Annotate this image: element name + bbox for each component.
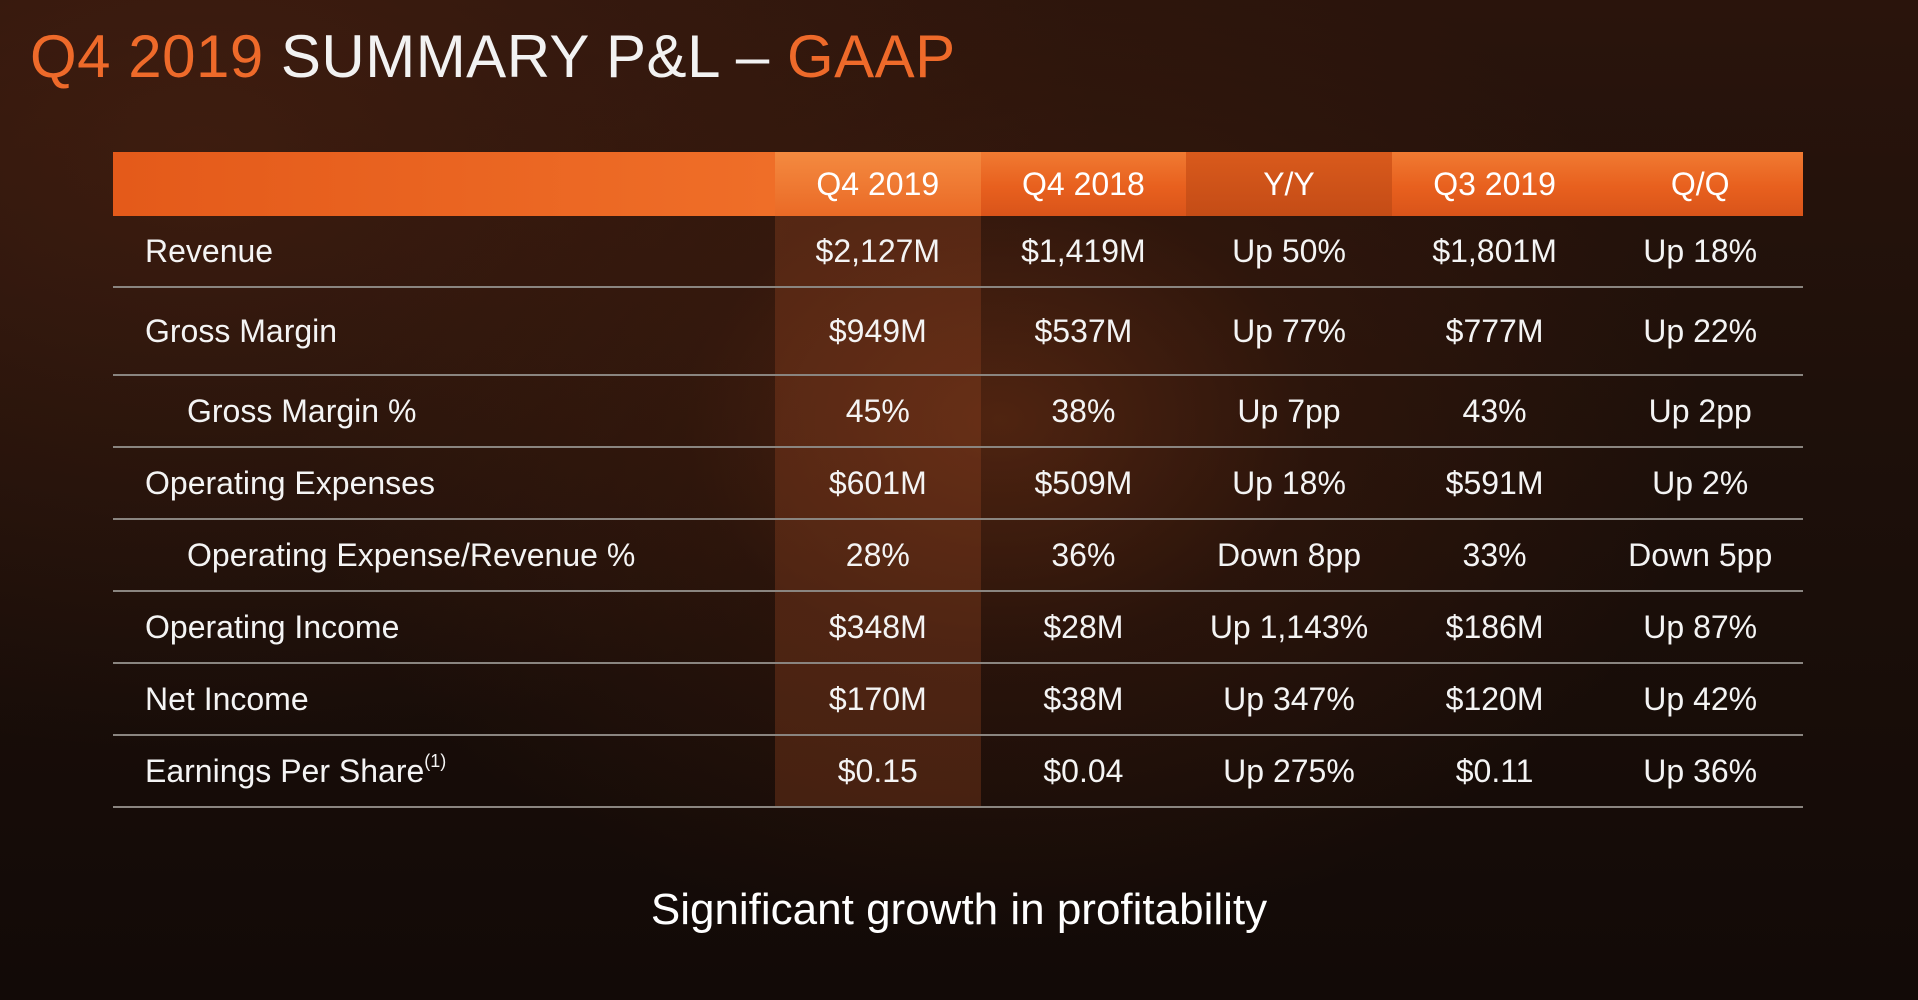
cell-qq: Up 87% [1597,591,1803,664]
cell-qq: Up 2% [1597,447,1803,520]
row-label: Operating Expenses [113,447,775,520]
header-q4-2019: Q4 2019 [775,152,981,216]
cell-qq: Up 36% [1597,735,1803,808]
slide-title: Q4 2019 SUMMARY P&L – GAAP [30,22,956,91]
table-row-operating-income: Operating Income $348M $28M Up 1,143% $1… [113,591,1803,664]
table-row-revenue: Revenue $2,127M $1,419M Up 50% $1,801M U… [113,216,1803,288]
header-qq: Q/Q [1597,152,1803,216]
cell-q4-2019: 28% [775,519,981,592]
row-label: Gross Margin [113,287,775,376]
table-row-gross-margin-pct: Gross Margin % 45% 38% Up 7pp 43% Up 2pp [113,375,1803,448]
header-q3-2019: Q3 2019 [1391,152,1598,216]
summary-pl-table: Q4 2019 Q4 2018 Y/Y Q3 2019 Q/Q Revenue … [113,152,1803,808]
row-label: Revenue [113,216,775,288]
cell-q3-2019: 33% [1391,519,1598,592]
cell-q3-2019: $777M [1391,287,1598,376]
cell-qq: Up 22% [1597,287,1803,376]
cell-q3-2019: $1,801M [1391,216,1598,288]
cell-q4-2019: $0.15 [775,735,981,808]
title-quarter: Q4 2019 [30,23,264,90]
cell-q4-2019: $348M [775,591,981,664]
row-label: Gross Margin % [113,375,775,448]
table-row-gross-margin: Gross Margin $949M $537M Up 77% $777M Up… [113,287,1803,376]
cell-q4-2018: $509M [980,447,1187,520]
cell-q4-2018: 36% [980,519,1187,592]
cell-q4-2018: $1,419M [980,216,1187,288]
cell-q4-2018: $0.04 [980,735,1187,808]
cell-qq: Up 42% [1597,663,1803,736]
cell-q4-2018: $537M [980,287,1187,376]
row-label-text: Earnings Per Share [145,752,425,789]
cell-q3-2019: 43% [1391,375,1598,448]
cell-yy: Up 1,143% [1186,591,1392,664]
row-label: Net Income [113,663,775,736]
header-label-column [113,152,775,216]
cell-yy: Up 347% [1186,663,1392,736]
row-label: Operating Expense/Revenue % [113,519,775,592]
cell-qq: Up 2pp [1597,375,1803,448]
cell-yy: Down 8pp [1186,519,1392,592]
cell-q4-2019: 45% [775,375,981,448]
cell-qq: Up 18% [1597,216,1803,288]
cell-q3-2019: $186M [1391,591,1598,664]
cell-q3-2019: $591M [1391,447,1598,520]
slide-footer-tagline: Significant growth in profitability [650,885,1268,934]
cell-q4-2019: $949M [775,287,981,376]
cell-yy: Up 18% [1186,447,1392,520]
summary-pl-table-container: Q4 2019 Q4 2018 Y/Y Q3 2019 Q/Q Revenue … [113,152,1803,808]
cell-q4-2019: $601M [775,447,981,520]
table-row-operating-expenses: Operating Expenses $601M $509M Up 18% $5… [113,447,1803,520]
footnote-marker: (1) [424,750,447,771]
cell-q4-2018: $28M [980,591,1187,664]
header-yy: Y/Y [1186,152,1392,216]
cell-q4-2019: $170M [775,663,981,736]
cell-q3-2019: $0.11 [1391,735,1598,808]
cell-yy: Up 50% [1186,216,1392,288]
title-basis: GAAP [786,23,956,90]
row-label: Earnings Per Share(1) [113,735,775,808]
cell-q4-2018: $38M [980,663,1187,736]
cell-q4-2019: $2,127M [775,216,981,288]
table-row-net-income: Net Income $170M $38M Up 347% $120M Up 4… [113,663,1803,736]
cell-yy: Up 7pp [1186,375,1392,448]
cell-yy: Up 77% [1186,287,1392,376]
cell-yy: Up 275% [1186,735,1392,808]
table-row-eps: Earnings Per Share(1) $0.15 $0.04 Up 275… [113,735,1803,808]
table-row-opex-revenue-pct: Operating Expense/Revenue % 28% 36% Down… [113,519,1803,592]
row-label: Operating Income [113,591,775,664]
title-main: SUMMARY P&L – [263,23,787,90]
cell-q4-2018: 38% [980,375,1187,448]
header-q4-2018: Q4 2018 [980,152,1187,216]
table-header-row: Q4 2019 Q4 2018 Y/Y Q3 2019 Q/Q [113,152,1803,216]
cell-qq: Down 5pp [1597,519,1803,592]
cell-q3-2019: $120M [1391,663,1598,736]
